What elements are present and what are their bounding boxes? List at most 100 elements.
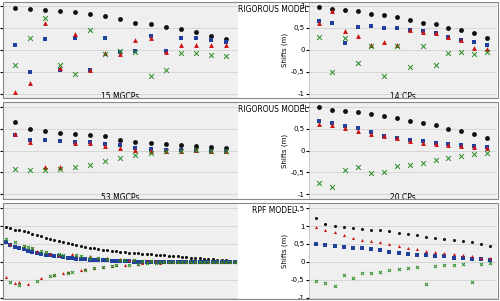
Point bbox=[50, 237, 58, 242]
Point bbox=[125, 258, 133, 262]
Point bbox=[349, 235, 357, 240]
Point bbox=[156, 259, 164, 264]
Point bbox=[432, 140, 440, 145]
Point bbox=[147, 259, 155, 264]
Point bbox=[2, 275, 10, 279]
Point bbox=[432, 31, 440, 36]
Point bbox=[116, 259, 124, 264]
Point bbox=[68, 252, 76, 256]
Point bbox=[207, 53, 215, 57]
Point bbox=[458, 50, 466, 54]
Point bbox=[222, 259, 230, 264]
Point bbox=[191, 256, 199, 260]
Point bbox=[37, 249, 45, 253]
Point bbox=[222, 43, 230, 48]
Point bbox=[11, 244, 19, 249]
Point bbox=[358, 246, 366, 251]
Point bbox=[330, 224, 338, 228]
Point bbox=[328, 121, 336, 126]
Point bbox=[15, 228, 23, 233]
Point bbox=[10, 166, 18, 171]
Point bbox=[71, 32, 79, 37]
Point bbox=[162, 50, 170, 54]
Point bbox=[132, 38, 140, 43]
Point bbox=[177, 50, 185, 55]
Point bbox=[367, 131, 375, 136]
Point bbox=[376, 269, 384, 274]
Point bbox=[191, 259, 199, 264]
Point bbox=[15, 279, 23, 284]
Point bbox=[440, 254, 448, 259]
Point bbox=[386, 250, 394, 254]
Point bbox=[222, 148, 230, 153]
Point bbox=[341, 41, 349, 46]
Point bbox=[354, 61, 362, 66]
Y-axis label: Shifts (m): Shifts (m) bbox=[282, 234, 288, 268]
Point bbox=[486, 243, 494, 248]
Point bbox=[72, 253, 80, 258]
Point bbox=[230, 259, 238, 264]
Point bbox=[458, 256, 466, 261]
Point bbox=[99, 265, 107, 270]
Point bbox=[367, 11, 375, 16]
Point bbox=[341, 124, 349, 129]
Point bbox=[358, 270, 366, 275]
Point bbox=[393, 44, 401, 49]
Point bbox=[380, 39, 388, 44]
Point bbox=[312, 241, 320, 246]
Point bbox=[132, 20, 140, 25]
Point bbox=[15, 283, 23, 287]
Point bbox=[112, 258, 120, 263]
Point bbox=[24, 282, 32, 287]
Point bbox=[483, 47, 491, 51]
Point bbox=[160, 259, 168, 264]
Point bbox=[458, 143, 466, 147]
Point bbox=[322, 242, 330, 247]
Point bbox=[77, 267, 85, 272]
Point bbox=[444, 156, 452, 161]
Point bbox=[56, 9, 64, 14]
Point bbox=[24, 230, 32, 235]
Point bbox=[354, 33, 362, 38]
Point bbox=[2, 236, 10, 241]
Point bbox=[367, 171, 375, 176]
Point bbox=[458, 154, 466, 158]
Point bbox=[204, 259, 212, 264]
Point bbox=[138, 261, 146, 265]
Point bbox=[450, 237, 458, 242]
Title: 53 MGCPs: 53 MGCPs bbox=[101, 193, 140, 202]
Point bbox=[94, 247, 102, 252]
Point bbox=[200, 259, 208, 264]
Point bbox=[440, 263, 448, 268]
Point bbox=[483, 50, 491, 54]
Point bbox=[86, 141, 94, 145]
Point bbox=[182, 259, 190, 264]
Point bbox=[112, 263, 120, 268]
Point bbox=[103, 248, 111, 253]
Point bbox=[418, 44, 426, 49]
Point bbox=[458, 28, 466, 33]
Point bbox=[169, 259, 177, 264]
Point bbox=[330, 243, 338, 248]
Point bbox=[207, 144, 215, 149]
Point bbox=[116, 48, 124, 53]
Point bbox=[108, 249, 116, 253]
Point bbox=[432, 141, 440, 146]
Point bbox=[50, 273, 58, 278]
Point bbox=[208, 259, 216, 264]
Point bbox=[116, 52, 124, 57]
Point bbox=[380, 74, 388, 79]
Point bbox=[174, 254, 182, 259]
Point bbox=[59, 252, 67, 257]
Point bbox=[444, 141, 452, 146]
Point bbox=[59, 255, 67, 260]
Point bbox=[380, 134, 388, 139]
Point bbox=[162, 48, 170, 53]
Point bbox=[222, 54, 230, 59]
Point bbox=[444, 51, 452, 56]
Point bbox=[77, 243, 85, 248]
Point bbox=[26, 7, 34, 11]
Point bbox=[101, 51, 109, 56]
Point bbox=[169, 260, 177, 265]
Point bbox=[418, 140, 426, 145]
